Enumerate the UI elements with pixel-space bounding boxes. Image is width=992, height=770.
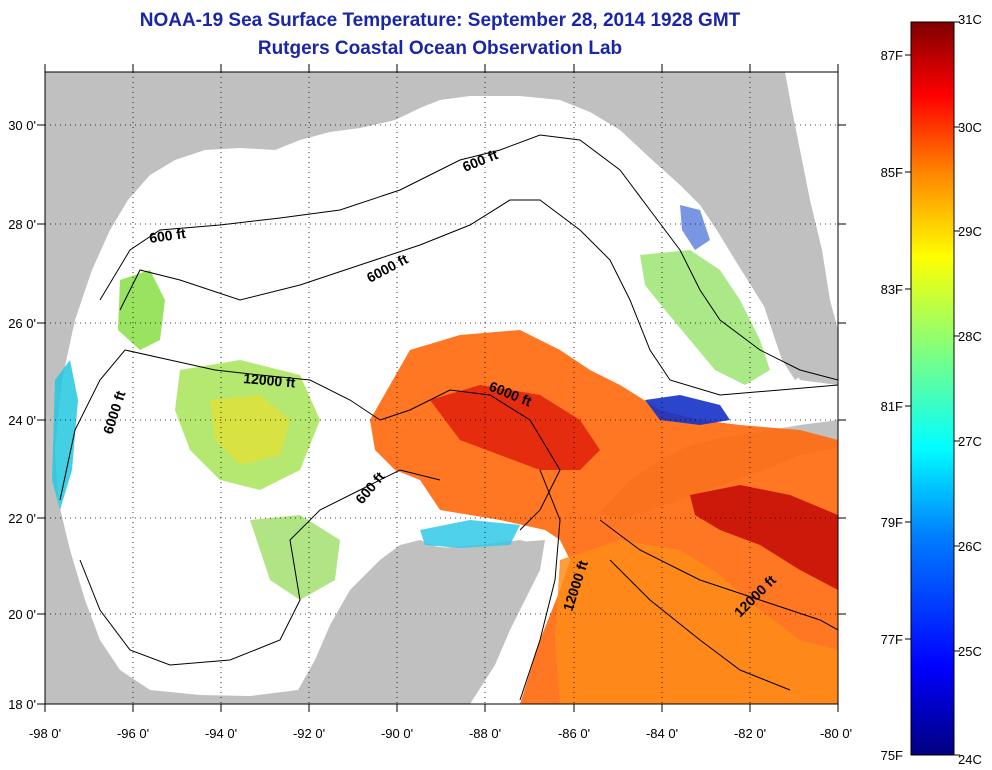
celsius-label: 30C	[958, 120, 982, 135]
colorbar-celsius-labels: 31C 30C 29C 28C 27C 26C 25C 24C	[958, 12, 982, 767]
sst-cyan-yucatan	[420, 520, 520, 548]
lat-label: 30 0'	[8, 118, 36, 133]
sst-hot-caribbean	[690, 485, 838, 590]
lat-label: 26 0'	[8, 316, 36, 331]
map-frame	[44, 71, 839, 705]
celsius-label: 24C	[958, 752, 982, 767]
lon-label: -86 0'	[558, 726, 590, 741]
lat-label: 18 0'	[8, 697, 36, 712]
sst-cyan-westcoast	[52, 360, 78, 510]
lat-label: 20 0'	[8, 607, 36, 622]
fahrenheit-label: 75F	[881, 748, 903, 763]
lon-label: -88 0'	[469, 726, 501, 741]
fahrenheit-label: 77F	[881, 632, 903, 647]
lon-label: -92 0'	[293, 726, 325, 741]
sst-hot-core	[430, 385, 600, 470]
fahrenheit-label: 81F	[881, 399, 903, 414]
axis-ticks	[37, 64, 846, 712]
contour-label-12000ft-west: 12000 ft	[243, 370, 297, 391]
atlantic-water	[785, 72, 838, 330]
sst-green-south	[250, 515, 340, 600]
colorbar-fahrenheit-labels: 87F 85F 83F 81F 79F 77F 75F	[881, 48, 903, 763]
lon-label: -94 0'	[205, 726, 237, 741]
longitude-labels: -98 0' -96 0' -94 0' -92 0' -90 0' -88 0…	[29, 726, 852, 741]
fahrenheit-label: 79F	[881, 515, 903, 530]
colorbar-ticks	[905, 21, 960, 756]
graticule	[45, 72, 838, 704]
sst-yellow-central	[210, 395, 290, 465]
lon-label: -98 0'	[29, 726, 61, 741]
bathymetry-contours	[59, 134, 838, 701]
fahrenheit-label: 85F	[881, 165, 903, 180]
celsius-label: 29C	[958, 224, 982, 239]
lon-label: -90 0'	[381, 726, 413, 741]
sst-orange-patch	[555, 540, 838, 704]
map-title: NOAA-19 Sea Surface Temperature: Septemb…	[139, 10, 741, 31]
colorbar	[910, 21, 955, 756]
celsius-label: 28C	[958, 329, 982, 344]
lon-label: -96 0'	[117, 726, 149, 741]
lon-label: -82 0'	[734, 726, 766, 741]
sst-green-florida	[640, 250, 770, 385]
lat-label: 28 0'	[8, 217, 36, 232]
fahrenheit-label: 87F	[881, 48, 903, 63]
celsius-label: 27C	[958, 434, 982, 449]
sst-blue-north	[680, 205, 710, 250]
contour-label-600ft-west: 600 ft	[148, 225, 187, 246]
lon-label: -84 0'	[646, 726, 678, 741]
latitude-labels: 30 0' 28 0' 26 0' 24 0' 22 0' 20 0' 18 0…	[8, 118, 36, 712]
sst-blue-florida-keys	[645, 395, 730, 425]
lat-label: 22 0'	[8, 511, 36, 526]
celsius-label: 25C	[958, 644, 982, 659]
fahrenheit-label: 83F	[881, 282, 903, 297]
lat-label: 24 0'	[8, 413, 36, 428]
map-subtitle: Rutgers Coastal Ocean Observation Lab	[257, 38, 623, 59]
celsius-label: 26C	[958, 539, 982, 554]
lon-label: -80 0'	[820, 726, 852, 741]
celsius-label: 31C	[958, 12, 982, 27]
